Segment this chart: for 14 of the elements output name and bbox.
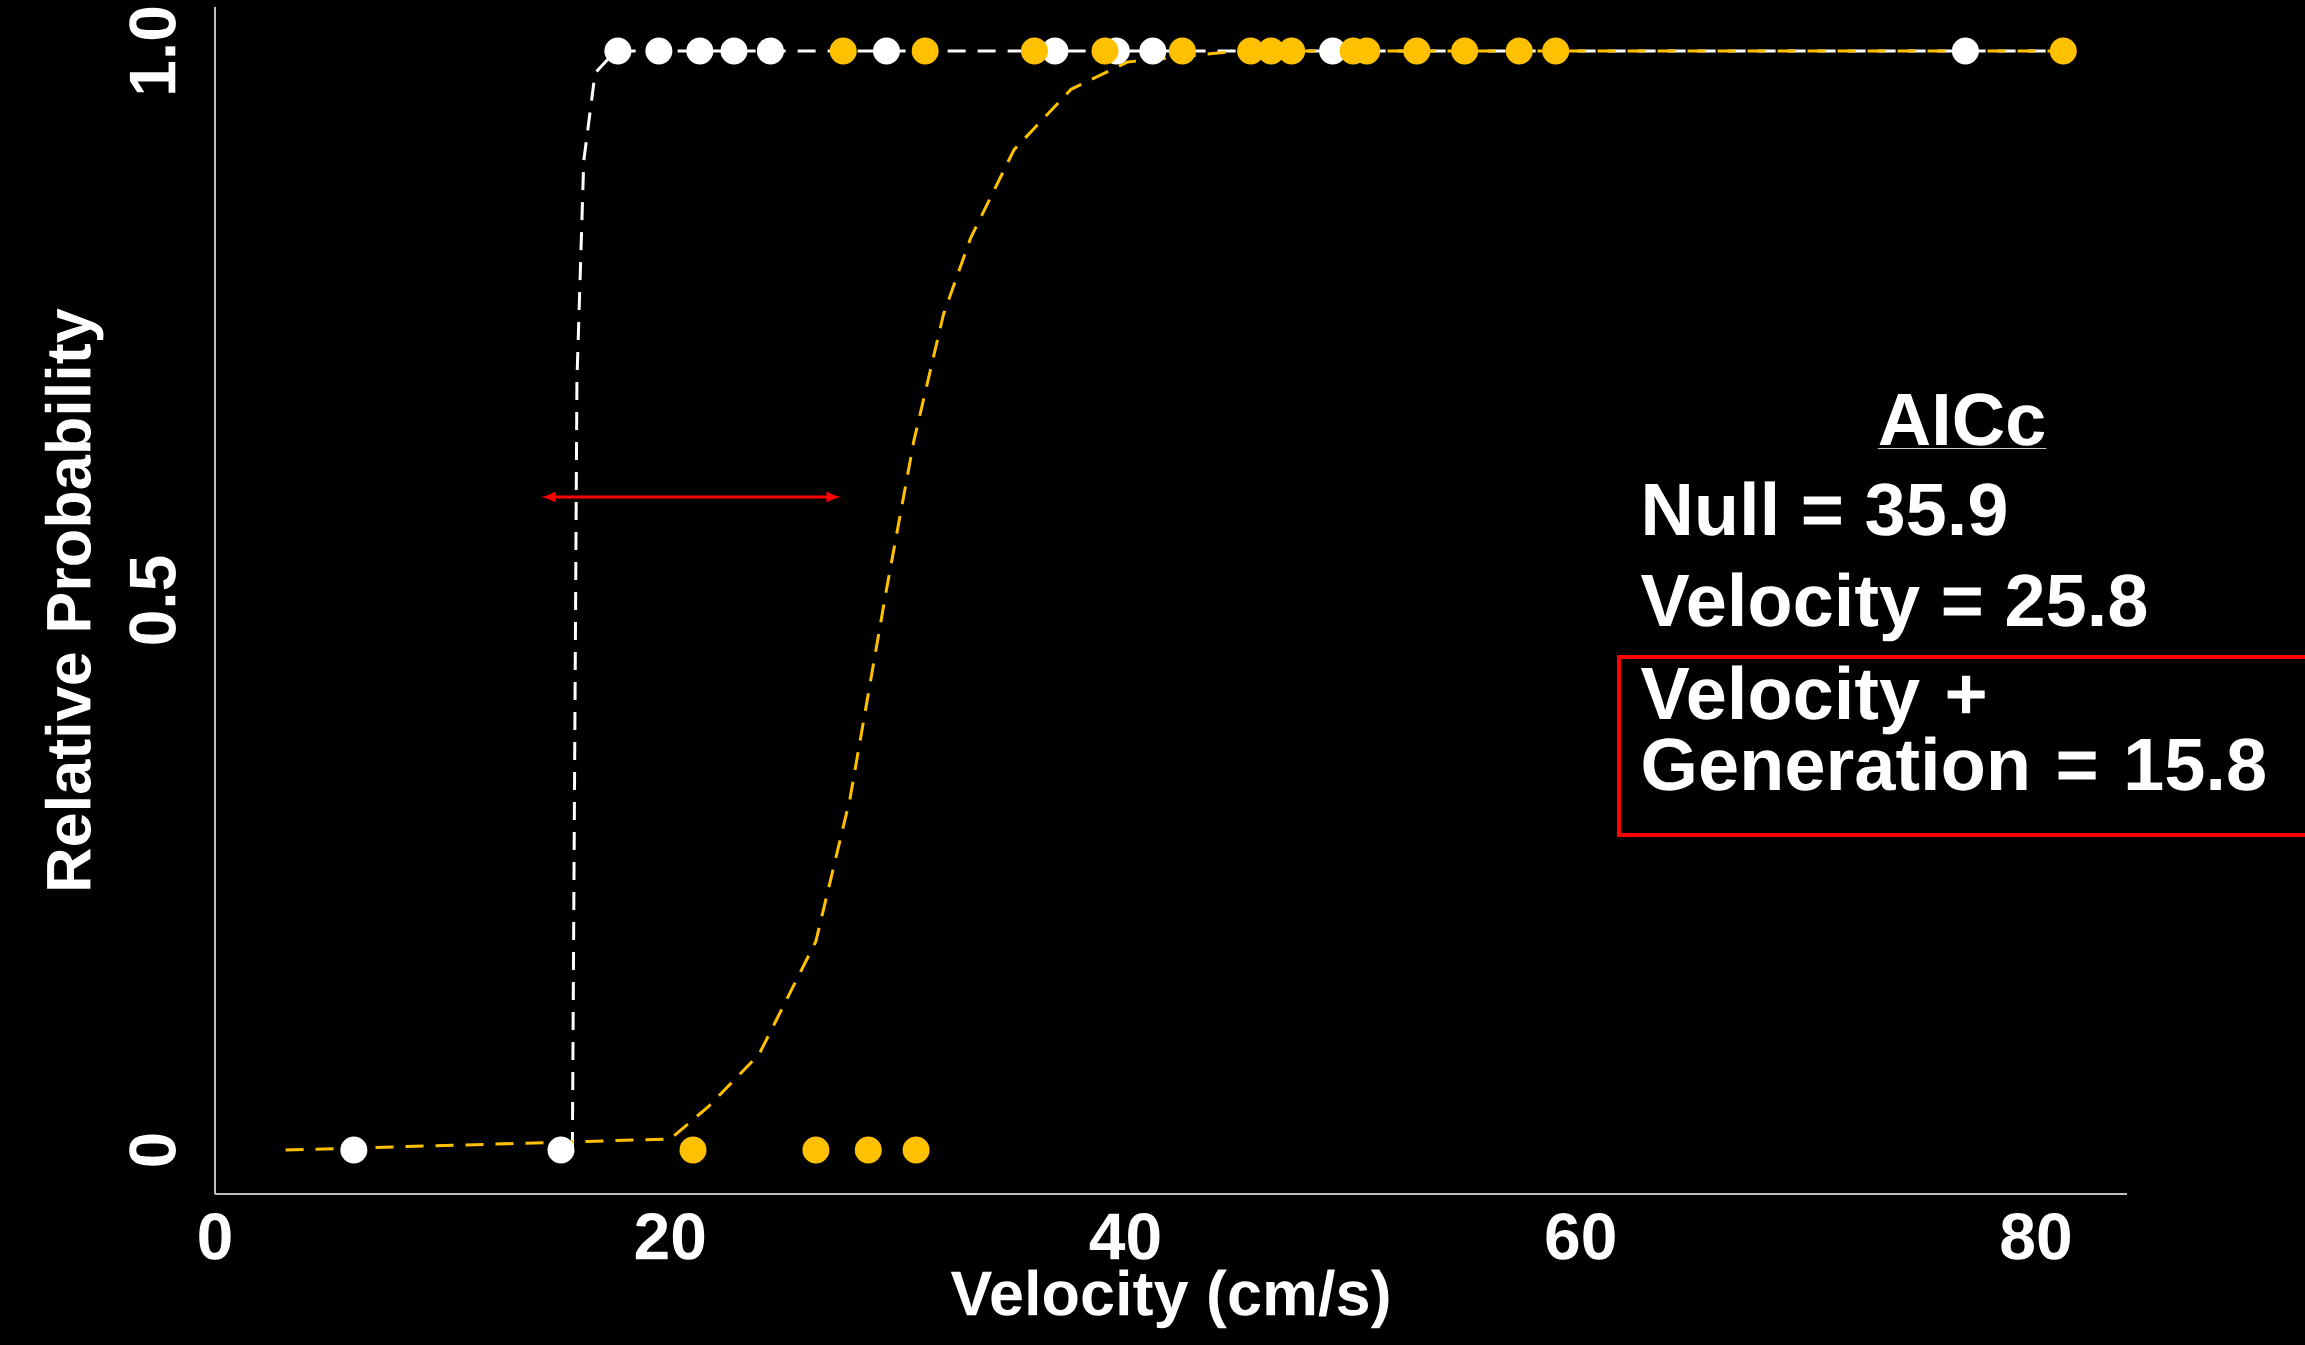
x-axis-title: Velocity (cm/s) <box>950 1269 1389 1329</box>
x-tick-label: 60 <box>1546 1213 1615 1260</box>
y-tick-label: 1.0 <box>129 7 176 93</box>
annotation: Null = 35.9 <box>1645 481 2006 536</box>
x-tick-label: 0 <box>199 1213 231 1260</box>
annotation: Velocity = 25.8 <box>1640 572 2147 642</box>
x-tick-label: 20 <box>635 1213 705 1260</box>
y-axis-title: Relative Probability <box>44 308 104 889</box>
x-tick-label: 40 <box>1089 1213 1160 1260</box>
y-tick-label: 0.5 <box>129 556 176 644</box>
x-tick-label: 80 <box>2001 1213 2070 1260</box>
annotation: Velocity + Generation = 15.8 <box>1640 665 2265 791</box>
y-tick-label: 0 <box>129 1134 176 1166</box>
annotation: AICc <box>1879 393 2045 446</box>
